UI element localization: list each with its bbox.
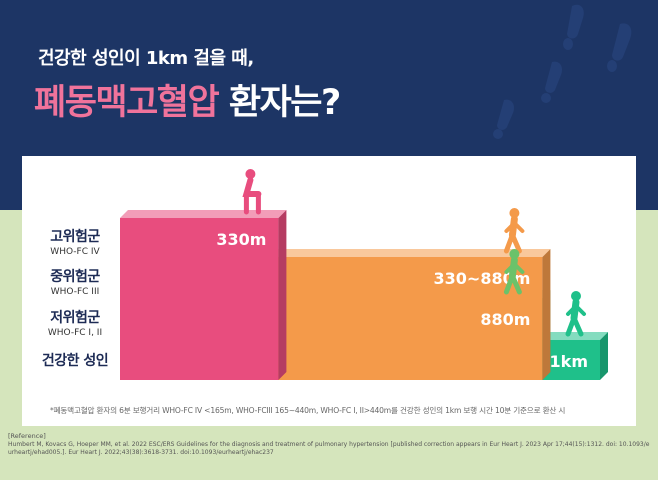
- value-label-3: 1km: [550, 352, 588, 371]
- row-label-main: 고위험군: [50, 229, 100, 245]
- headline-rest: 환자는?: [218, 83, 341, 123]
- row-label-main: 중위험군: [50, 269, 100, 285]
- row-label-low-risk: 저위험군 WHO-FC I, II: [30, 307, 120, 338]
- footprint-icon: [612, 23, 632, 61]
- bar-front: [120, 218, 279, 380]
- row-label-sub: WHO-FC IV: [50, 247, 100, 257]
- slow-walking-person-icon: [503, 208, 525, 254]
- bar-side-face: [600, 332, 608, 380]
- bar-side-face: [278, 210, 287, 380]
- running-person-icon: [565, 291, 586, 337]
- row-label-intermediate-risk: 중위험군 WHO-FC III: [30, 266, 120, 297]
- bar-top-face: [120, 210, 287, 218]
- value-label-2: 880m: [480, 310, 530, 329]
- row-label-high-risk: 고위험군 WHO-FC IV: [30, 226, 120, 257]
- walking-person-icon: [503, 249, 525, 295]
- footprint-icon: [493, 129, 503, 139]
- value-label-0: 330m: [216, 230, 266, 249]
- row-label-sub: WHO-FC III: [50, 287, 100, 297]
- headline-highlight: 폐동맥고혈압: [34, 83, 220, 123]
- headline-line1: 건강한 성인이 1km 걸을 때,: [38, 48, 254, 69]
- row-label-main: 건강한 성인: [41, 353, 109, 369]
- footprint-icon: [607, 60, 617, 72]
- footprint-icon: [545, 61, 562, 93]
- footprints-decoration: [493, 4, 632, 139]
- row-label-main: 저위험군: [50, 310, 100, 326]
- reference-heading: [Reference]: [8, 432, 46, 440]
- row-label-healthy: 건강한 성인: [30, 350, 120, 371]
- bar-0: [120, 210, 287, 380]
- footprint-icon: [497, 99, 514, 130]
- footprint-icon: [541, 93, 551, 103]
- bar-side-face: [542, 249, 551, 380]
- footprint-icon: [567, 4, 584, 39]
- row-label-sub: WHO-FC I, II: [47, 328, 103, 338]
- footnote: *폐동맥고혈압 환자의 6분 보행거리 WHO-FC IV <165m, WHO…: [50, 406, 566, 415]
- exhausted-person-icon: [242, 169, 262, 215]
- footprint-icon: [563, 38, 573, 50]
- headline-line2: 폐동맥고혈압 환자는?: [34, 74, 341, 125]
- reference-text: Humbert M, Kovacs G, Hoeper MM, et al. 2…: [8, 441, 650, 456]
